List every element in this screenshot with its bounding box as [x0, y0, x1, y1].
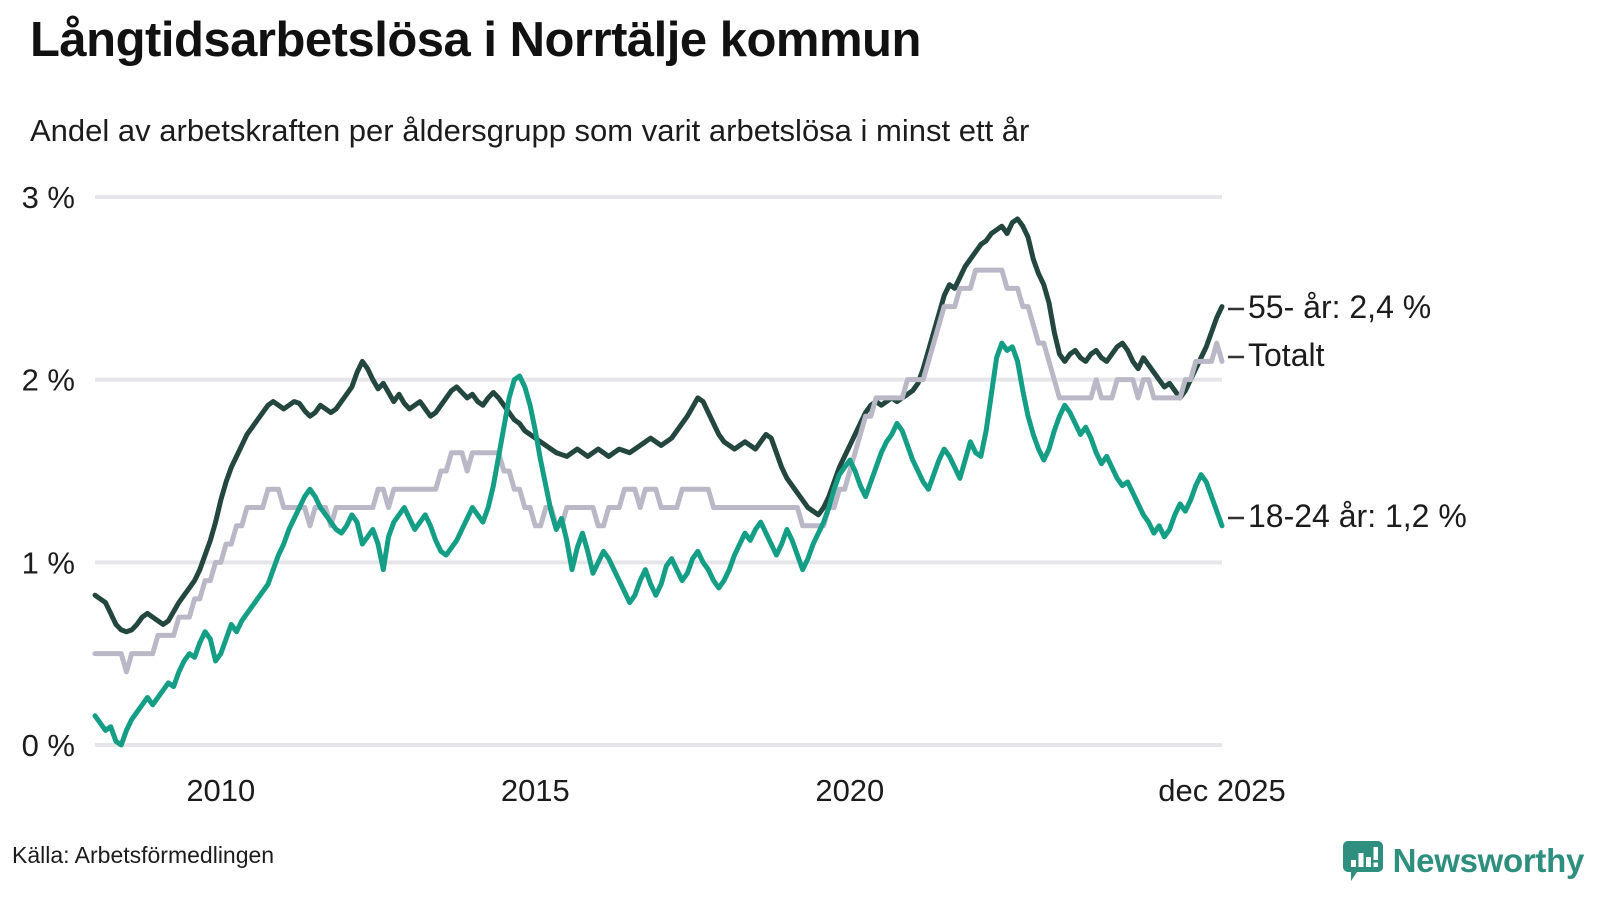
label-connectors [1228, 307, 1244, 520]
series-label-1: 55- år: 2,4 % [1248, 289, 1431, 325]
series-label-3: 18-24 år: 1,2 % [1248, 498, 1467, 534]
y-axis-labels: 0 % 1 % 2 % 3 % [22, 180, 75, 763]
series-labels: 55- år: 2,4 % Totalt 18-24 år: 1,2 % [1248, 289, 1467, 534]
x-tick-label: 2020 [815, 773, 884, 808]
x-tick-label: dec 2025 [1158, 773, 1286, 808]
series-label-2: Totalt [1248, 337, 1325, 373]
series-line-3 [92, 340, 1225, 748]
x-tick-label: 2015 [501, 773, 570, 808]
x-axis-labels: 2010 2015 2020 dec 2025 [186, 773, 1285, 808]
page-subtitle: Andel av arbetskraften per åldersgrupp s… [30, 113, 1030, 148]
y-tick-label: 1 % [22, 545, 75, 580]
y-tick-label: 2 % [22, 363, 75, 398]
page-title: Långtidsarbetslösa i Norrtälje kommun [30, 13, 921, 67]
y-tick-label: 0 % [22, 728, 75, 763]
source-note: Källa: Arbetsförmedlingen [12, 842, 275, 868]
newsworthy-logo-icon [1342, 841, 1383, 881]
x-tick-label: 2010 [186, 773, 255, 808]
brand-name: Newsworthy [1392, 842, 1585, 879]
brand-logo: Newsworthy [1342, 838, 1585, 884]
series-line-1 [92, 216, 1225, 635]
gridlines [95, 195, 1222, 747]
y-tick-label: 3 % [22, 180, 75, 215]
series-line-2 [92, 267, 1225, 675]
series-lines [92, 216, 1225, 748]
